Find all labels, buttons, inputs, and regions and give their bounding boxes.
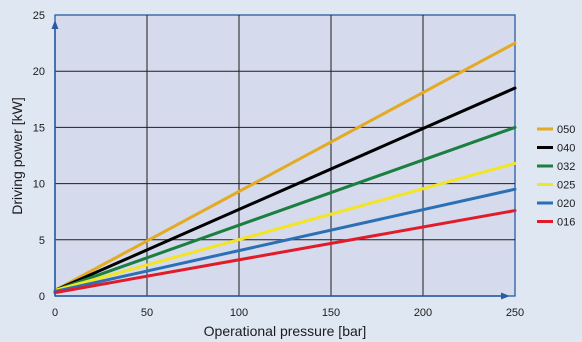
y-tick-label: 5 bbox=[39, 235, 45, 247]
x-tick-label: 100 bbox=[230, 307, 248, 319]
series-line-020 bbox=[53, 187, 517, 294]
series-line-016 bbox=[53, 209, 517, 295]
legend-label-025: 025 bbox=[557, 180, 575, 192]
x-tick-label: 150 bbox=[322, 307, 340, 319]
x-axis-title: Operational pressure [bar] bbox=[204, 323, 367, 339]
series-line-050 bbox=[53, 41, 517, 292]
y-tick-label: 0 bbox=[39, 291, 45, 303]
legend-label-016: 016 bbox=[557, 217, 575, 229]
legend: 050 040 032 025 020 016 bbox=[537, 124, 575, 229]
x-tick-label: 200 bbox=[414, 307, 432, 319]
x-tick-label: 50 bbox=[141, 307, 153, 319]
axis-arrows bbox=[51, 20, 510, 300]
y-axis-arrowhead bbox=[51, 20, 59, 29]
legend-label-032: 032 bbox=[557, 161, 575, 173]
series-layer bbox=[53, 41, 517, 295]
legend-label-040: 040 bbox=[557, 143, 575, 155]
legend-label-050: 050 bbox=[557, 124, 575, 136]
y-tick-label: 15 bbox=[33, 122, 45, 134]
legend-label-020: 020 bbox=[557, 198, 575, 210]
y-tick-label: 25 bbox=[33, 10, 45, 22]
series-line-040 bbox=[53, 86, 517, 292]
x-tick-label: 250 bbox=[506, 307, 524, 319]
y-axis-title: Driving power [kW] bbox=[9, 97, 25, 214]
x-tick-label: 0 bbox=[52, 307, 58, 319]
series-line-025 bbox=[53, 161, 517, 292]
y-tick-label: 10 bbox=[33, 179, 45, 191]
y-tick-label: 20 bbox=[33, 66, 45, 78]
series-line-032 bbox=[53, 125, 517, 292]
x-axis-arrowhead bbox=[501, 292, 510, 300]
tick-layer: 0 50 100 150 200 250 0 5 10 15 20 25 bbox=[33, 10, 524, 319]
